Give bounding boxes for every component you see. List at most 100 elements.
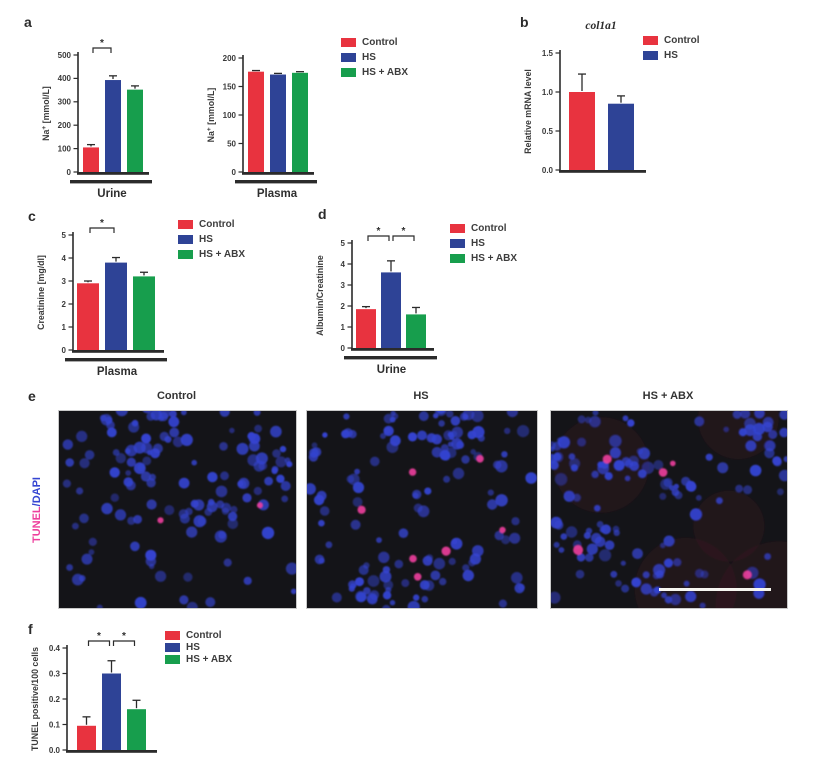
- tunel-dapi-row-label: TUNEL/DAPI: [31, 440, 45, 580]
- legend-label-hs: HS: [362, 52, 376, 63]
- legend-label-hs: HS: [664, 50, 678, 61]
- legend-label-hs-abx: HS + ABX: [471, 253, 518, 264]
- svg-text:0.0: 0.0: [542, 166, 554, 175]
- dapi-label: /DAPI: [31, 477, 43, 507]
- legend-label-control: Control: [471, 223, 507, 234]
- chart-plasma-sodium: 0 50 100 150 200 Na+ [mmol/L] Plasma: [203, 32, 323, 214]
- legend-label-hs: HS: [471, 238, 485, 249]
- svg-text:2: 2: [62, 300, 67, 309]
- legend-label-hs-abx: HS + ABX: [186, 654, 233, 665]
- svg-text:Relative mRNA level: Relative mRNA level: [523, 69, 533, 154]
- svg-text:0: 0: [67, 168, 72, 177]
- legend-panel-c: Control HS HS + ABX: [178, 220, 245, 265]
- hs-swatch-icon: [643, 51, 658, 60]
- panel-a-label: a: [24, 14, 32, 30]
- panel-b-title: col1a1: [585, 20, 617, 32]
- legend-item-hs: HS: [643, 50, 700, 61]
- hs-swatch-icon: [341, 53, 356, 62]
- legend-label-control: Control: [199, 219, 235, 230]
- svg-text:100: 100: [223, 111, 237, 120]
- svg-text:0.5: 0.5: [542, 127, 554, 136]
- legend-item-control: Control: [643, 35, 700, 46]
- micrograph-caption-control: Control: [156, 390, 197, 402]
- chart-urine-albumin-creatinine: 0 1 2 3 4 5 Albumin/Creatinine * * Urine: [312, 217, 443, 390]
- svg-text:Plasma: Plasma: [257, 188, 298, 200]
- svg-text:Creatinine [mg/dl]: Creatinine [mg/dl]: [36, 255, 46, 330]
- legend-panel-d: Control HS HS + ABX: [450, 224, 517, 269]
- svg-text:1.0: 1.0: [542, 88, 554, 97]
- svg-text:*: *: [377, 226, 381, 237]
- legend-item-hs: HS: [165, 642, 232, 653]
- legend-item-control: Control: [178, 219, 245, 230]
- chart-plasma-creatinine: 0 1 2 3 4 5 Creatinine [mg/dl] * Plasma: [33, 209, 173, 392]
- svg-text:Albumin/Creatinine: Albumin/Creatinine: [315, 255, 325, 336]
- hs-abx-swatch-icon: [450, 254, 465, 263]
- svg-text:150: 150: [223, 82, 237, 91]
- hs-abx-swatch-icon: [341, 68, 356, 77]
- legend-label-hs-abx: HS + ABX: [362, 67, 409, 78]
- legend-item-control: Control: [450, 223, 517, 234]
- micrograph-control-image: [58, 410, 297, 609]
- svg-text:1.5: 1.5: [542, 49, 554, 58]
- svg-text:TUNEL positive/100 cells: TUNEL positive/100 cells: [30, 647, 40, 751]
- svg-text:Na+ [mmol/L]: Na+ [mmol/L]: [206, 88, 216, 143]
- svg-text:2: 2: [341, 302, 346, 311]
- legend-label-control: Control: [664, 35, 700, 46]
- svg-text:300: 300: [58, 98, 72, 107]
- micrograph-hs-abx-image: [550, 410, 788, 609]
- legend-label-hs-abx: HS + ABX: [199, 249, 246, 260]
- svg-text:*: *: [122, 631, 126, 642]
- svg-text:0.0: 0.0: [49, 746, 61, 755]
- svg-text:400: 400: [58, 74, 72, 83]
- svg-text:Na+ [mmol/L]: Na+ [mmol/L]: [41, 86, 51, 141]
- svg-text:*: *: [97, 631, 101, 642]
- hs-swatch-icon: [178, 235, 193, 244]
- legend-item-control: Control: [165, 630, 232, 641]
- micrograph-hs-image: [306, 410, 538, 609]
- svg-text:0.2: 0.2: [49, 695, 61, 704]
- legend-label-hs: HS: [186, 642, 200, 653]
- svg-text:0.4: 0.4: [49, 644, 61, 653]
- svg-text:500: 500: [58, 51, 72, 60]
- svg-text:0: 0: [232, 168, 237, 177]
- legend-label-hs: HS: [199, 234, 213, 245]
- hs-swatch-icon: [450, 239, 465, 248]
- svg-text:3: 3: [341, 281, 346, 290]
- control-swatch-icon: [643, 36, 658, 45]
- svg-text:0.1: 0.1: [49, 720, 61, 729]
- tunel-label: TUNEL: [31, 506, 43, 544]
- legend-panel-a: Control HS HS + ABX: [341, 38, 408, 83]
- panel-f-label: f: [28, 621, 33, 637]
- legend-item-hs-abx: HS + ABX: [178, 249, 246, 260]
- svg-text:3: 3: [62, 277, 67, 286]
- svg-text:4: 4: [62, 254, 67, 263]
- legend-item-hs: HS: [178, 234, 245, 245]
- legend-item-hs: HS: [341, 52, 408, 63]
- svg-text:200: 200: [58, 121, 72, 130]
- panel-d-label: d: [318, 206, 327, 222]
- micrograph-caption-hs-abx: HS + ABX: [642, 390, 694, 402]
- svg-text:*: *: [100, 218, 104, 229]
- svg-text:Urine: Urine: [97, 188, 126, 200]
- legend-item-control: Control: [341, 38, 408, 48]
- control-swatch-icon: [165, 631, 180, 640]
- svg-text:0: 0: [62, 346, 67, 355]
- legend-label-control: Control: [186, 630, 222, 641]
- svg-text:5: 5: [341, 239, 346, 248]
- hs-abx-swatch-icon: [178, 250, 193, 259]
- svg-text:*: *: [100, 38, 104, 49]
- control-swatch-icon: [178, 220, 193, 229]
- svg-text:Urine: Urine: [377, 364, 406, 376]
- svg-text:5: 5: [62, 231, 67, 240]
- legend-item-hs-abx: HS + ABX: [341, 67, 409, 78]
- panel-e-label: e: [28, 388, 36, 404]
- svg-text:0: 0: [341, 344, 346, 353]
- panel-b-label: b: [520, 14, 529, 30]
- svg-text:50: 50: [227, 139, 236, 148]
- hs-abx-swatch-icon: [165, 655, 180, 664]
- svg-text:1: 1: [62, 323, 67, 332]
- micrograph-caption-hs: HS: [413, 390, 429, 402]
- svg-text:200: 200: [223, 54, 237, 63]
- chart-urine-sodium: 0 100 200 300 400 500 Na+ [mmol/L] * Urine: [38, 29, 158, 214]
